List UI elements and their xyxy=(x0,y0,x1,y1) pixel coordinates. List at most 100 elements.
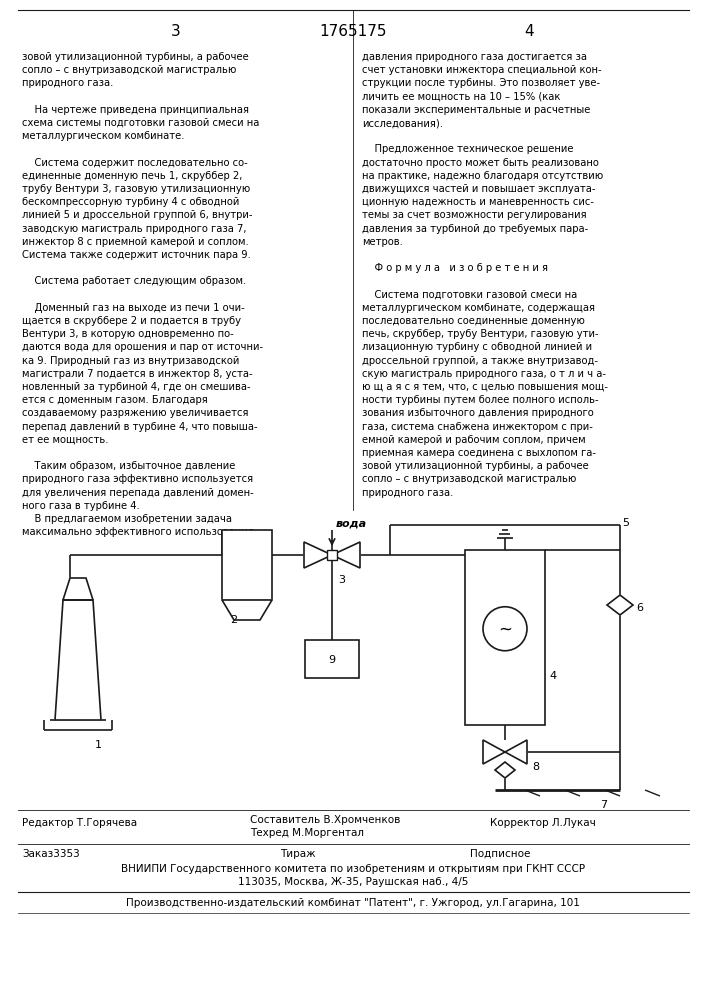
Text: для увеличения перепада давлений домен-: для увеличения перепада давлений домен- xyxy=(22,488,254,498)
Text: ности турбины путем более полного исполь-: ности турбины путем более полного исполь… xyxy=(362,395,599,405)
Text: емной камерой и рабочим соплом, причем: емной камерой и рабочим соплом, причем xyxy=(362,435,585,445)
Text: металлургическом комбинате.: металлургическом комбинате. xyxy=(22,131,185,141)
Text: зовой утилизационной турбины, а рабочее: зовой утилизационной турбины, а рабочее xyxy=(362,461,589,471)
Text: струкции после турбины. Это позволяет уве-: струкции после турбины. Это позволяет ув… xyxy=(362,78,600,88)
Polygon shape xyxy=(222,600,272,620)
Text: ~: ~ xyxy=(498,621,512,639)
Text: 3: 3 xyxy=(338,575,345,585)
Text: 4: 4 xyxy=(524,24,534,39)
Text: сопло – с внутризаводской магистралью: сопло – с внутризаводской магистралью xyxy=(22,65,236,75)
Text: давления за турбиной до требуемых пара-: давления за турбиной до требуемых пара- xyxy=(362,224,588,234)
Text: 9: 9 xyxy=(329,655,336,665)
Polygon shape xyxy=(63,578,93,600)
Text: Подписное: Подписное xyxy=(470,849,530,859)
Text: личить ее мощность на 10 – 15% (как: личить ее мощность на 10 – 15% (как xyxy=(362,92,561,102)
Polygon shape xyxy=(483,740,505,764)
Text: Таким образом, избыточное давление: Таким образом, избыточное давление xyxy=(22,461,235,471)
Text: приемная камера соединена с выхлопом га-: приемная камера соединена с выхлопом га- xyxy=(362,448,596,458)
Text: движущихся частей и повышает эксплуата-: движущихся частей и повышает эксплуата- xyxy=(362,184,595,194)
Polygon shape xyxy=(495,762,515,778)
Text: заводскую магистраль природного газа 7,: заводскую магистраль природного газа 7, xyxy=(22,224,247,234)
Text: На чертеже приведена принципиальная: На чертеже приведена принципиальная xyxy=(22,105,249,115)
Text: зовой утилизационной турбины, а рабочее: зовой утилизационной турбины, а рабочее xyxy=(22,52,249,62)
Text: дроссельной группой, а также внутризавод-: дроссельной группой, а также внутризавод… xyxy=(362,356,598,366)
Text: ет ее мощность.: ет ее мощность. xyxy=(22,435,108,445)
Text: ного газа в турбине 4.: ного газа в турбине 4. xyxy=(22,501,140,511)
Text: 5: 5 xyxy=(622,518,629,528)
Text: 4: 4 xyxy=(549,671,556,681)
Text: газа, система снабжена инжектором с при-: газа, система снабжена инжектором с при- xyxy=(362,422,593,432)
Text: Система также содержит источник пара 9.: Система также содержит источник пара 9. xyxy=(22,250,251,260)
Text: щается в скруббере 2 и подается в трубу: щается в скруббере 2 и подается в трубу xyxy=(22,316,241,326)
Text: 6: 6 xyxy=(636,603,643,613)
Text: 1: 1 xyxy=(95,740,102,750)
Text: лизационную турбину с обводной линией и: лизационную турбину с обводной линией и xyxy=(362,342,592,352)
Text: максимально эффективного использования: максимально эффективного использования xyxy=(22,527,254,537)
Text: Система содержит последовательно со-: Система содержит последовательно со- xyxy=(22,158,247,168)
Text: Тираж: Тираж xyxy=(280,849,315,859)
Text: 3: 3 xyxy=(171,24,181,39)
Text: создаваемому разряжению увеличивается: создаваемому разряжению увеличивается xyxy=(22,408,248,418)
Text: скую магистраль природного газа, о т л и ч а-: скую магистраль природного газа, о т л и… xyxy=(362,369,606,379)
Text: давления природного газа достигается за: давления природного газа достигается за xyxy=(362,52,587,62)
Text: ется с доменным газом. Благодаря: ется с доменным газом. Благодаря xyxy=(22,395,208,405)
Text: природного газа.: природного газа. xyxy=(362,488,453,498)
Polygon shape xyxy=(607,595,633,615)
Text: 8: 8 xyxy=(532,762,539,772)
Text: печь, скруббер, трубу Вентури, газовую ути-: печь, скруббер, трубу Вентури, газовую у… xyxy=(362,329,599,339)
Text: на практике, надежно благодаря отсутствию: на практике, надежно благодаря отсутстви… xyxy=(362,171,603,181)
Text: Система работает следующим образом.: Система работает следующим образом. xyxy=(22,276,246,286)
Text: ВНИИПИ Государственного комитета по изобретениям и открытиям при ГКНТ СССР: ВНИИПИ Государственного комитета по изоб… xyxy=(121,864,585,874)
Text: природного газа эффективно используется: природного газа эффективно используется xyxy=(22,474,253,484)
Bar xyxy=(222,530,272,600)
Text: 1765175: 1765175 xyxy=(320,24,387,39)
Text: Ф о р м у л а   и з о б р е т е н и я: Ф о р м у л а и з о б р е т е н и я xyxy=(362,263,548,273)
Text: Система подготовки газовой смеси на: Система подготовки газовой смеси на xyxy=(362,290,577,300)
Text: 113035, Москва, Ж-35, Раушская наб., 4/5: 113035, Москва, Ж-35, Раушская наб., 4/5 xyxy=(238,877,468,887)
Polygon shape xyxy=(55,600,101,720)
Text: металлургическом комбинате, содержащая: металлургическом комбинате, содержащая xyxy=(362,303,595,313)
Text: достаточно просто может быть реализовано: достаточно просто может быть реализовано xyxy=(362,158,599,168)
Polygon shape xyxy=(332,542,360,568)
Text: Доменный газ на выходе из печи 1 очи-: Доменный газ на выходе из печи 1 очи- xyxy=(22,303,245,313)
Text: даются вода для орошения и пар от источни-: даются вода для орошения и пар от источн… xyxy=(22,342,263,352)
Text: природного газа.: природного газа. xyxy=(22,78,113,88)
Text: схема системы подготовки газовой смеси на: схема системы подготовки газовой смеси н… xyxy=(22,118,259,128)
Text: ка 9. Природный газ из внутризаводской: ка 9. Природный газ из внутризаводской xyxy=(22,356,240,366)
Text: единенные доменную печь 1, скруббер 2,: единенные доменную печь 1, скруббер 2, xyxy=(22,171,243,181)
Text: Заказ3353: Заказ3353 xyxy=(22,849,80,859)
Text: инжектор 8 с приемной камерой и соплом.: инжектор 8 с приемной камерой и соплом. xyxy=(22,237,249,247)
Text: линией 5 и дроссельной группой 6, внутри-: линией 5 и дроссельной группой 6, внутри… xyxy=(22,210,252,220)
Text: зования избыточного давления природного: зования избыточного давления природного xyxy=(362,408,594,418)
Text: Редактор Т.Горячева: Редактор Т.Горячева xyxy=(22,818,137,828)
Text: магистрали 7 подается в инжектор 8, уста-: магистрали 7 подается в инжектор 8, уста… xyxy=(22,369,252,379)
Text: показали экспериментальные и расчетные: показали экспериментальные и расчетные xyxy=(362,105,590,115)
Polygon shape xyxy=(505,740,527,764)
Text: перепад давлений в турбине 4, что повыша-: перепад давлений в турбине 4, что повыша… xyxy=(22,422,257,432)
Text: В предлагаемом изобретении задача: В предлагаемом изобретении задача xyxy=(22,514,232,524)
Text: исследования).: исследования). xyxy=(362,118,443,128)
Polygon shape xyxy=(304,542,332,568)
Text: Техред М.Моргентал: Техред М.Моргентал xyxy=(250,828,364,838)
Text: сопло – с внутризаводской магистралью: сопло – с внутризаводской магистралью xyxy=(362,474,576,484)
Bar xyxy=(305,640,359,678)
Text: темы за счет возможности регулирования: темы за счет возможности регулирования xyxy=(362,210,587,220)
Bar xyxy=(465,550,545,725)
Text: вода: вода xyxy=(336,518,367,528)
Text: Вентури 3, в которую одновременно по-: Вентури 3, в которую одновременно по- xyxy=(22,329,234,339)
Text: Предложенное техническое решение: Предложенное техническое решение xyxy=(362,144,573,154)
Bar xyxy=(327,550,337,560)
Text: ю щ а я с я тем, что, с целью повышения мощ-: ю щ а я с я тем, что, с целью повышения … xyxy=(362,382,608,392)
Text: счет установки инжектора специальной кон-: счет установки инжектора специальной кон… xyxy=(362,65,602,75)
Text: 2: 2 xyxy=(230,615,237,625)
Text: последовательно соединенные доменную: последовательно соединенные доменную xyxy=(362,316,585,326)
Text: 7: 7 xyxy=(600,800,607,810)
Text: Составитель В.Хромченков: Составитель В.Хромченков xyxy=(250,815,400,825)
Text: новленный за турбиной 4, где он смешива-: новленный за турбиной 4, где он смешива- xyxy=(22,382,250,392)
Text: ционную надежность и маневренность сис-: ционную надежность и маневренность сис- xyxy=(362,197,594,207)
Text: трубу Вентури 3, газовую утилизационную: трубу Вентури 3, газовую утилизационную xyxy=(22,184,250,194)
Text: Корректор Л.Лукач: Корректор Л.Лукач xyxy=(490,818,596,828)
Text: Производственно-издательский комбинат "Патент", г. Ужгород, ул.Гагарина, 101: Производственно-издательский комбинат "П… xyxy=(126,898,580,908)
Circle shape xyxy=(483,607,527,651)
Text: бескомпрессорную турбину 4 с обводной: бескомпрессорную турбину 4 с обводной xyxy=(22,197,240,207)
